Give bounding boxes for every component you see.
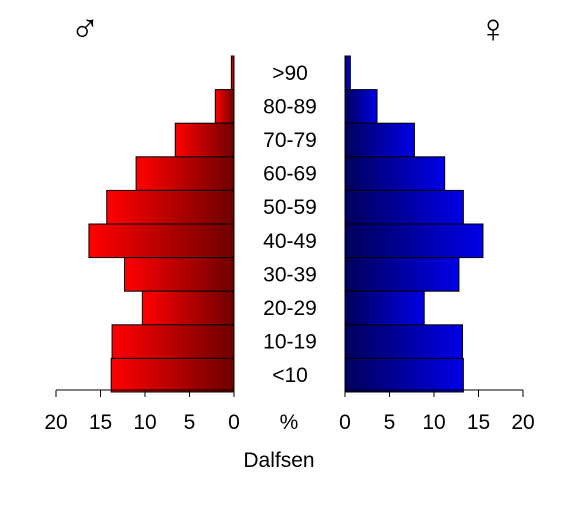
male-axis-tick-label: 15 bbox=[89, 411, 112, 434]
age-group-labels: >90 80-89 70-79 60-69 50-59 40-49 30-39 20-29 10… bbox=[263, 62, 317, 387]
female-bar bbox=[344, 156, 446, 191]
age-group-label: 50-59 bbox=[263, 196, 317, 219]
male-bar bbox=[141, 290, 235, 326]
male-axis-tick-label: 10 bbox=[133, 411, 156, 434]
male-bar bbox=[88, 223, 235, 259]
male-axis-tick-label: 20 bbox=[44, 411, 67, 434]
female-bar bbox=[344, 257, 460, 292]
age-group-label: <10 bbox=[272, 364, 308, 387]
female-symbol-label: ♀ bbox=[478, 7, 508, 51]
male-bar bbox=[111, 324, 235, 359]
female-bar bbox=[344, 290, 425, 326]
female-axis-tick-label: 15 bbox=[467, 411, 490, 434]
male-bar bbox=[230, 55, 235, 91]
age-group-label: 20-29 bbox=[263, 297, 317, 320]
tick-labels: 20 15 10 5 0 0 5 10 15 20 bbox=[44, 411, 534, 434]
female-bar bbox=[344, 122, 415, 158]
age-group-label: 60-69 bbox=[263, 163, 317, 186]
male-bar bbox=[174, 122, 235, 158]
male-bar bbox=[124, 257, 235, 292]
female-bars bbox=[344, 55, 484, 393]
female-bar bbox=[344, 55, 351, 91]
age-group-label: 40-49 bbox=[263, 230, 317, 253]
female-bar bbox=[344, 324, 463, 359]
female-bar bbox=[344, 189, 464, 225]
male-bar bbox=[214, 89, 235, 124]
male-bar bbox=[110, 357, 235, 393]
age-group-label: 80-89 bbox=[263, 95, 317, 118]
male-axis-tick-label: 5 bbox=[184, 411, 196, 434]
chart-title: Dalfsen bbox=[243, 449, 314, 472]
female-axis-tick-label: 10 bbox=[422, 411, 445, 434]
female-axis-tick-label: 0 bbox=[339, 411, 351, 434]
unit-label: % bbox=[280, 411, 299, 434]
axes bbox=[55, 389, 524, 397]
age-group-label: 10-19 bbox=[263, 331, 317, 354]
female-bar bbox=[344, 223, 484, 259]
female-bar bbox=[344, 357, 464, 393]
age-group-label: 30-39 bbox=[263, 263, 317, 286]
age-group-label: >90 bbox=[272, 62, 308, 85]
female-axis-tick-label: 20 bbox=[511, 411, 534, 434]
male-axis-tick-label: 0 bbox=[228, 411, 240, 434]
male-bar bbox=[135, 156, 235, 191]
female-bar bbox=[344, 89, 378, 124]
female-axis-tick-label: 5 bbox=[384, 411, 396, 434]
male-bar bbox=[106, 189, 235, 225]
male-symbol-label: ♂ bbox=[70, 7, 100, 51]
male-bars bbox=[88, 55, 235, 393]
age-group-label: 70-79 bbox=[263, 129, 317, 152]
